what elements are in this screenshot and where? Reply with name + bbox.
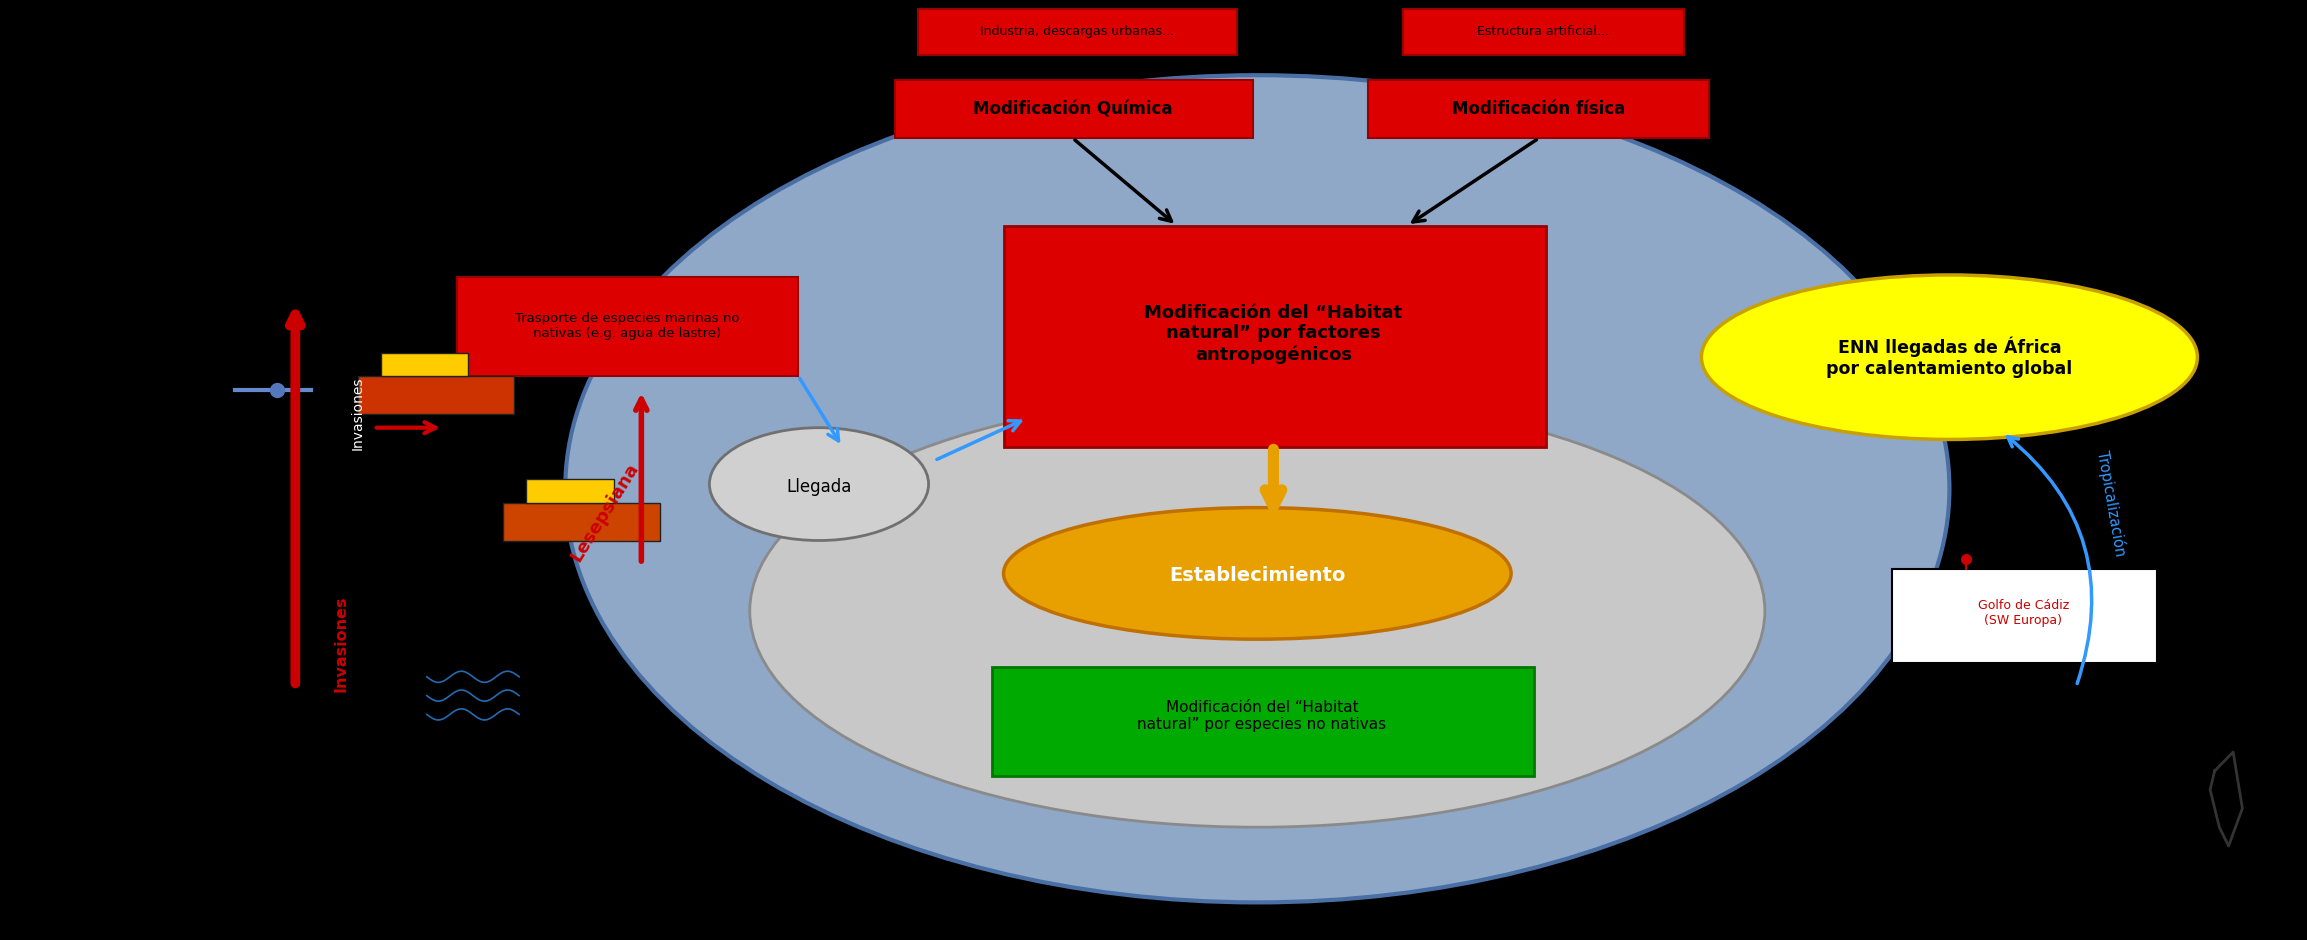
Ellipse shape <box>1700 274 2196 440</box>
FancyBboxPatch shape <box>457 277 798 376</box>
FancyArrowPatch shape <box>2007 436 2092 683</box>
Ellipse shape <box>711 428 927 540</box>
Text: Estructura artificial...: Estructura artificial... <box>1476 25 1610 39</box>
Ellipse shape <box>565 75 1949 902</box>
FancyBboxPatch shape <box>503 503 660 540</box>
Text: Establecimiento: Establecimiento <box>1170 566 1345 585</box>
Text: ENN llegadas de África
por calentamiento global: ENN llegadas de África por calentamiento… <box>1827 337 2072 378</box>
Text: Tropicalización: Tropicalización <box>2095 448 2127 557</box>
Text: Lesepsiana: Lesepsiana <box>568 460 641 565</box>
Text: Modificación física: Modificación física <box>1451 100 1626 118</box>
Text: Trasporte de especies marinas no
nativas (e.g. agua de lastre): Trasporte de especies marinas no nativas… <box>514 312 741 340</box>
FancyBboxPatch shape <box>918 9 1237 55</box>
Text: Invasiones: Invasiones <box>351 377 365 450</box>
Text: Modificación del “Habitat
natural” por especies no nativas: Modificación del “Habitat natural” por e… <box>1137 700 1387 732</box>
FancyBboxPatch shape <box>895 80 1253 138</box>
FancyBboxPatch shape <box>1892 569 2157 663</box>
Ellipse shape <box>1004 508 1511 639</box>
Ellipse shape <box>750 395 1765 827</box>
Text: Llegada: Llegada <box>787 478 851 496</box>
FancyBboxPatch shape <box>1368 80 1709 138</box>
FancyBboxPatch shape <box>1004 226 1546 446</box>
Text: Modificación del “Habitat
natural” por factores
antropogénicos: Modificación del “Habitat natural” por f… <box>1144 304 1403 364</box>
FancyBboxPatch shape <box>381 352 468 376</box>
Text: Industria, descargas urbanas...: Industria, descargas urbanas... <box>980 25 1174 39</box>
Text: Golfo de Cádiz
(SW Europa): Golfo de Cádiz (SW Europa) <box>1977 599 2069 627</box>
FancyBboxPatch shape <box>992 667 1534 776</box>
FancyBboxPatch shape <box>526 479 614 503</box>
Text: Invasiones: Invasiones <box>335 596 348 692</box>
FancyBboxPatch shape <box>358 376 514 414</box>
Text: Modificación Química: Modificación Química <box>974 100 1172 118</box>
FancyBboxPatch shape <box>1403 9 1684 55</box>
